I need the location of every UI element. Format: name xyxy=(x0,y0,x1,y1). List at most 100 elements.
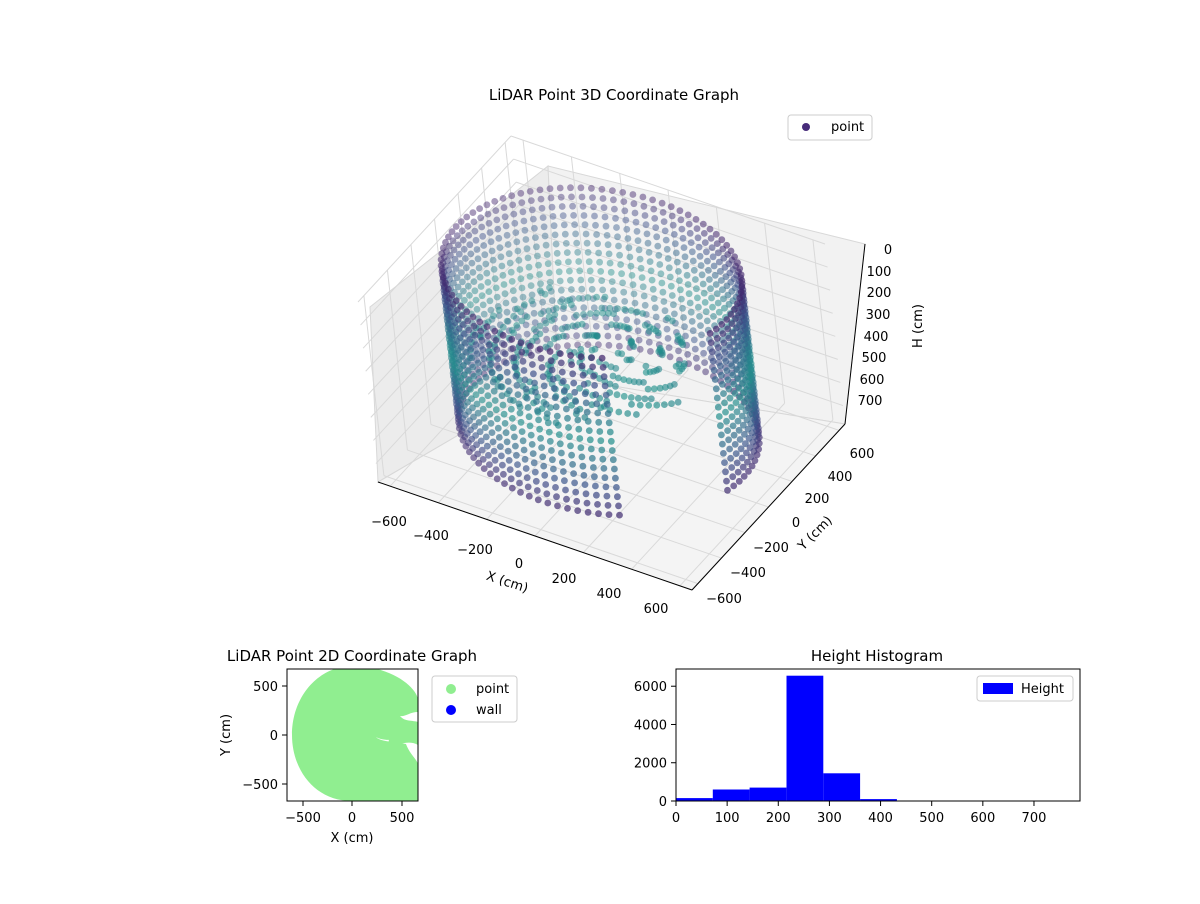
data-point xyxy=(609,447,616,454)
data-point xyxy=(621,298,628,305)
data-point xyxy=(735,469,742,476)
x-axis-label: X (cm) xyxy=(331,831,374,846)
data-point xyxy=(593,492,600,499)
data-point xyxy=(707,285,714,292)
x-tick-label: −600 xyxy=(371,515,407,530)
data-point xyxy=(609,278,616,285)
data-point xyxy=(632,300,639,307)
data-point xyxy=(466,292,473,299)
data-point xyxy=(593,231,600,238)
data-point xyxy=(476,205,483,212)
data-point xyxy=(693,355,700,362)
x-tick-label: 500 xyxy=(390,811,415,826)
data-point xyxy=(536,271,543,278)
chart-2d: LiDAR Point 2D Coordinate Graph −500 0 5… xyxy=(219,647,517,846)
x-tick-label: 400 xyxy=(868,811,893,826)
data-point xyxy=(721,459,728,466)
data-point xyxy=(500,402,507,409)
data-point xyxy=(519,285,526,292)
data-point xyxy=(575,258,582,265)
data-point xyxy=(479,397,486,404)
data-point xyxy=(623,316,630,323)
data-point xyxy=(649,277,656,284)
data-point xyxy=(472,228,479,235)
x-tick-label: −400 xyxy=(413,529,449,544)
data-point xyxy=(512,229,519,236)
data-point xyxy=(523,465,530,472)
data-point xyxy=(505,448,512,455)
data-point xyxy=(495,355,502,362)
data-point xyxy=(503,429,510,436)
data-point xyxy=(438,256,445,263)
data-point xyxy=(482,261,489,268)
data-point xyxy=(527,273,534,280)
data-point xyxy=(458,218,465,225)
data-point xyxy=(515,470,522,477)
data-point xyxy=(695,304,702,311)
data-point xyxy=(602,294,609,301)
data-point xyxy=(715,404,722,411)
data-point xyxy=(594,240,601,247)
data-point xyxy=(481,311,488,318)
data-point xyxy=(658,270,665,277)
data-point xyxy=(733,399,740,406)
data-point xyxy=(588,446,595,453)
data-point xyxy=(537,287,544,294)
data-point xyxy=(571,389,578,396)
data-point xyxy=(692,346,699,353)
data-point xyxy=(669,213,676,220)
data-point xyxy=(616,512,623,519)
data-point xyxy=(723,418,730,425)
data-point xyxy=(514,382,521,389)
data-point xyxy=(581,381,588,388)
data-point xyxy=(490,379,497,386)
data-point xyxy=(719,381,726,388)
data-point xyxy=(599,355,606,362)
data-point xyxy=(561,387,568,394)
data-point xyxy=(667,274,674,281)
data-point xyxy=(535,496,542,503)
data-point xyxy=(566,433,573,440)
data-point xyxy=(621,306,628,313)
data-point xyxy=(641,203,648,210)
data-point xyxy=(643,369,650,376)
data-point xyxy=(637,256,644,263)
data-point xyxy=(620,198,627,205)
data-point xyxy=(515,248,522,255)
data-point xyxy=(648,268,655,275)
data-point xyxy=(524,331,531,338)
data-point xyxy=(653,402,660,409)
data-point xyxy=(564,415,571,422)
data-point xyxy=(590,203,597,210)
data-point xyxy=(488,360,495,367)
data-point xyxy=(500,195,507,202)
data-point xyxy=(714,395,721,402)
data-point xyxy=(477,328,484,335)
data-point xyxy=(477,214,484,221)
y-tick-label: 0 xyxy=(659,795,667,810)
legend-label-wall: wall xyxy=(476,703,502,718)
data-point xyxy=(462,255,469,262)
data-point xyxy=(554,250,561,257)
data-point xyxy=(578,184,585,191)
data-point xyxy=(592,222,599,229)
data-point xyxy=(497,443,504,450)
data-point xyxy=(505,378,512,385)
data-point xyxy=(558,360,565,367)
data-point xyxy=(474,246,481,253)
data-point xyxy=(687,300,694,307)
data-point xyxy=(628,307,635,314)
data-point xyxy=(580,372,587,379)
data-point xyxy=(500,324,507,331)
data-point xyxy=(518,275,525,282)
y-tick-label: 2000 xyxy=(634,757,667,772)
data-point xyxy=(574,249,581,256)
data-point xyxy=(573,498,580,505)
x-tick-label: 0 xyxy=(348,811,356,826)
data-point xyxy=(489,429,496,436)
data-point xyxy=(529,292,536,299)
data-point xyxy=(520,358,527,365)
data-point xyxy=(596,428,603,435)
data-point xyxy=(504,439,511,446)
